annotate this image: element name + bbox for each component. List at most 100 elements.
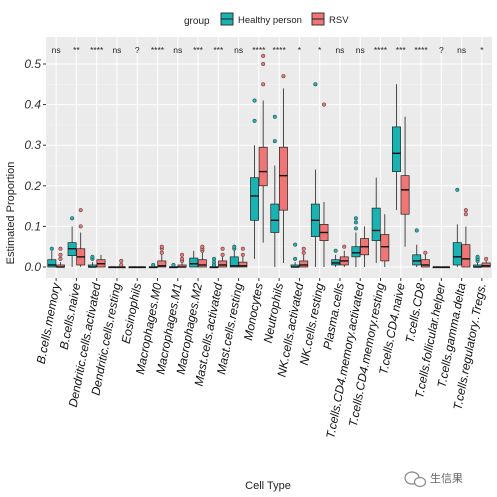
outlier-point <box>232 244 237 249</box>
x-axis-title: Cell Type <box>245 480 291 492</box>
y-tick-label: 0.4 <box>24 98 41 112</box>
significance-label: **** <box>252 45 266 55</box>
box-healthy <box>209 256 219 269</box>
box-healthy <box>108 266 118 269</box>
box-body <box>392 126 401 172</box>
significance-label: ** <box>73 45 80 55</box>
box-rsv <box>55 246 65 268</box>
box-healthy <box>189 250 199 268</box>
outlier-point <box>78 224 83 229</box>
outlier-point <box>119 258 124 263</box>
outlier-point <box>475 254 480 259</box>
outlier-point <box>240 246 245 251</box>
box-body <box>229 256 239 268</box>
outlier-point <box>272 139 277 144</box>
box-body <box>461 244 471 268</box>
significance-labels: ns ** **** ns? **** ns *** *** ns **** **** * * ns ns *… <box>52 45 485 55</box>
outlier-point <box>455 187 460 192</box>
box-body <box>412 254 422 266</box>
box-rsv <box>278 74 288 263</box>
significance-label: * <box>318 45 322 55</box>
outlier-point <box>58 246 63 251</box>
box-healthy <box>270 114 280 267</box>
outlier-point <box>58 252 63 257</box>
outlier-point <box>70 216 75 221</box>
box-body <box>189 257 199 268</box>
outlier-point <box>220 246 225 251</box>
box-body <box>400 175 410 215</box>
significance-label: **** <box>374 45 388 55</box>
significance-label: *** <box>396 45 407 55</box>
outlier-point <box>261 61 266 67</box>
box-body <box>481 262 491 268</box>
outlier-point <box>78 208 83 213</box>
box-body <box>218 260 228 268</box>
outlier-point <box>293 242 298 247</box>
box-body <box>157 260 167 268</box>
significance-label: *** <box>213 45 224 55</box>
significance-label: **** <box>151 45 165 55</box>
significance-label: * <box>298 45 302 55</box>
outlier-point <box>119 262 124 268</box>
box-rsv <box>137 266 146 269</box>
box-healthy <box>47 246 57 268</box>
outlier-point <box>272 114 277 119</box>
outlier-point <box>180 252 185 257</box>
box-body <box>380 234 390 262</box>
box-rsv <box>238 246 248 268</box>
outlier-point <box>252 118 257 123</box>
box-healthy <box>412 228 422 267</box>
box-healthy <box>148 262 158 269</box>
significance-label: **** <box>90 45 104 55</box>
box-rsv <box>481 256 491 268</box>
outlier-point <box>90 254 95 259</box>
box-body <box>299 260 309 268</box>
box-body <box>258 146 268 187</box>
legend-label-healthy: Healthy person <box>238 15 302 26</box>
outlier-point <box>321 102 327 107</box>
outlier-point <box>180 256 185 261</box>
box-healthy <box>331 248 341 267</box>
legend-title: group <box>184 16 210 27</box>
outlier-point <box>281 74 286 79</box>
box-rsv <box>218 246 228 268</box>
box-rsv <box>441 266 451 269</box>
box-body <box>420 259 430 268</box>
box-body <box>250 177 260 221</box>
watermark: 生信果 <box>404 471 463 488</box>
significance-label: **** <box>414 45 428 55</box>
outlier-point <box>414 228 419 233</box>
outlier-point <box>301 250 306 255</box>
significance-label: ? <box>135 45 140 55</box>
box-rsv <box>116 258 126 269</box>
significance-label: *** <box>193 45 204 55</box>
significance-label: **** <box>273 45 287 55</box>
box-body <box>278 146 288 211</box>
wechat-icon <box>404 471 427 488</box>
outlier-point <box>171 262 176 268</box>
box-rsv <box>258 53 268 243</box>
y-tick-label: 0.0 <box>24 260 41 274</box>
significance-label: ns <box>356 45 365 55</box>
outlier-point <box>220 252 225 257</box>
outlier-point <box>353 220 358 225</box>
box-healthy <box>310 82 320 267</box>
outlier-point <box>159 244 164 249</box>
significance-label: ns <box>457 45 466 55</box>
box-healthy <box>473 254 483 268</box>
box-body <box>47 259 57 268</box>
box-body <box>371 207 381 241</box>
outlier-point <box>159 250 164 255</box>
box-rsv <box>96 254 106 268</box>
box-healthy <box>229 244 239 268</box>
box-healthy <box>250 98 260 259</box>
box-body <box>270 203 280 233</box>
outlier-point <box>261 53 266 58</box>
outlier-point <box>49 246 54 251</box>
box-rsv <box>157 244 167 268</box>
outlier-point <box>423 250 428 255</box>
outlier-point <box>211 256 217 261</box>
outlier-point <box>484 256 489 261</box>
legend-label-rsv: RSV <box>329 15 349 26</box>
legend-item-rsv: RSV <box>311 12 349 26</box>
